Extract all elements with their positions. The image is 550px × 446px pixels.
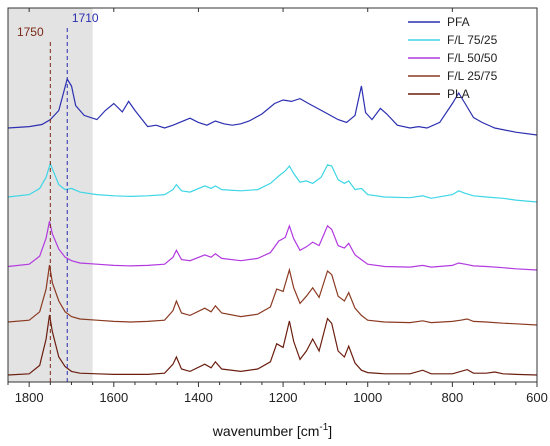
legend-label-f-l-75-25: F/L 75/25 bbox=[447, 33, 498, 47]
series-line-pfa bbox=[7, 77, 538, 136]
x-axis-label: wavenumber [cm-1] bbox=[212, 422, 332, 439]
x-tick-label-1200: 1200 bbox=[269, 390, 298, 405]
x-tick-label-1600: 1600 bbox=[99, 390, 128, 405]
series-line-pla bbox=[7, 314, 538, 376]
x-tick-label-600: 600 bbox=[526, 390, 548, 405]
series-layer bbox=[7, 77, 538, 376]
series-line-f-l-25-75 bbox=[7, 264, 538, 326]
legend-label-f-l-50-50: F/L 50/50 bbox=[447, 51, 498, 65]
annotation-label-1710: 1710 bbox=[72, 11, 99, 25]
x-tick-label-1400: 1400 bbox=[184, 390, 213, 405]
x-axis-label-end: ] bbox=[328, 423, 332, 439]
x-tick-label-800: 800 bbox=[442, 390, 464, 405]
legend-label-f-l-25-75: F/L 25/75 bbox=[447, 69, 498, 83]
x-tick-label-1000: 1000 bbox=[353, 390, 382, 405]
legend-label-pla: PLA bbox=[447, 87, 470, 101]
annotation-label-1750: 1750 bbox=[17, 25, 44, 39]
annotation-layer: 1710 1750 bbox=[17, 11, 99, 382]
x-axis-label-superscript: -1 bbox=[319, 422, 328, 433]
legend-label-pfa: PFA bbox=[447, 15, 470, 29]
legend: PFA F/L 75/25 F/L 50/50 F/L 25/75 PLA bbox=[408, 15, 498, 101]
x-axis-ticks: 1800 1600 1400 1200 1000 800 600 bbox=[7, 8, 548, 405]
series-line-f-l-50-50 bbox=[7, 221, 538, 271]
series-line-f-l-75-25 bbox=[7, 161, 538, 203]
x-axis-label-main: wavenumber [cm bbox=[212, 423, 320, 439]
x-tick-label-1800: 1800 bbox=[15, 390, 44, 405]
plot-frame bbox=[7, 7, 538, 383]
